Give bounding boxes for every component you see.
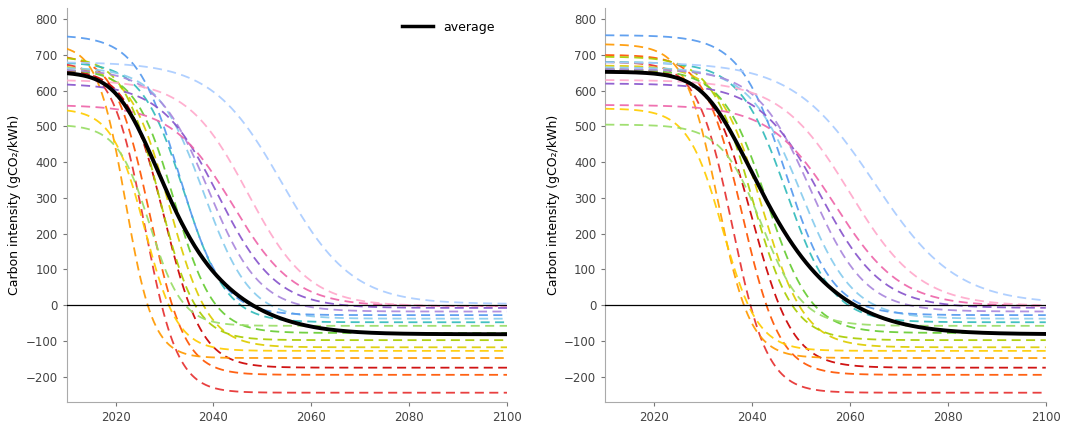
Y-axis label: Carbon intensity (gCO₂/kWh): Carbon intensity (gCO₂/kWh) xyxy=(9,115,21,295)
Legend: average: average xyxy=(396,15,501,40)
Y-axis label: Carbon intensity (gCO₂/kWh): Carbon intensity (gCO₂/kWh) xyxy=(547,115,560,295)
